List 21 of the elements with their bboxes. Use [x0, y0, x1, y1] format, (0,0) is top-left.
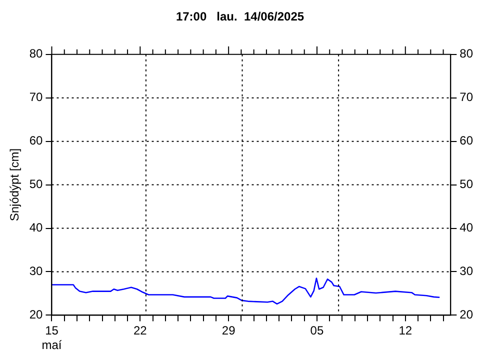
x-tick-label: 22	[133, 324, 148, 338]
x-tick-label: 29	[222, 324, 236, 338]
chart-title: 17:00 lau. 14/06/2025	[176, 10, 304, 24]
x-tick-label: 12	[398, 324, 412, 338]
y-axis-title: Snjódýpt [cm]	[8, 148, 22, 222]
x-tick-label: 15 maí	[42, 324, 62, 352]
y-tick-label: 60	[29, 134, 44, 148]
x-tick-label: 05	[310, 324, 324, 338]
y2-tick-label: 60	[460, 134, 474, 148]
y2-tick-label: 70	[460, 90, 474, 104]
y2-tick-label: 30	[460, 264, 474, 278]
y-tick-label: 50	[29, 177, 44, 192]
y-tick-label: 30	[29, 264, 44, 278]
y-tick-label: 80	[29, 46, 44, 61]
y2-tick-label: 40	[460, 220, 474, 235]
y2-tick-label: 20	[460, 308, 474, 322]
y-tick-label: 70	[29, 90, 44, 104]
y2-tick-label: 50	[460, 177, 474, 192]
y-tick-label: 20	[29, 308, 44, 322]
y-tick-label: 40	[29, 220, 44, 235]
y2-tick-label: 80	[460, 46, 474, 61]
